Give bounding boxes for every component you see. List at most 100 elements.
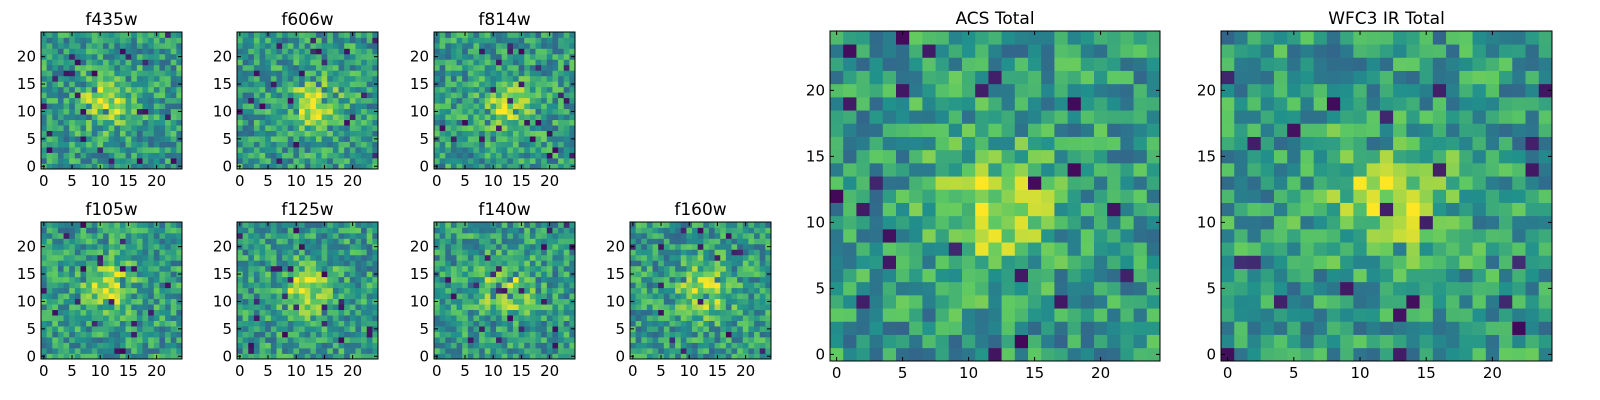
heatmap-cell [473, 158, 480, 164]
heatmap-cell [114, 130, 121, 137]
heatmap-cell [148, 232, 155, 239]
heatmap-cell [108, 276, 115, 283]
heatmap-cell [69, 331, 76, 338]
heatmap-cell [737, 309, 744, 316]
heatmap-cell [1094, 163, 1108, 177]
heatmap-cell [114, 348, 121, 354]
heatmap-cell [270, 254, 277, 261]
heatmap-cell [338, 147, 345, 153]
heatmap-cell [327, 70, 334, 77]
heatmap-cell [46, 254, 53, 261]
heatmap-cell [869, 163, 884, 177]
heatmap-cell [450, 271, 457, 278]
heatmap-cell [558, 108, 565, 115]
heatmap-cell [69, 287, 76, 294]
heatmap-cell [57, 315, 64, 321]
heatmap-cell [1054, 347, 1068, 362]
heatmap-cell [479, 119, 486, 126]
heatmap-cell [909, 347, 923, 362]
heatmap-cell [97, 315, 104, 321]
heatmap-cell [338, 42, 345, 49]
heatmap-cell [74, 326, 81, 332]
heatmap-cell [80, 141, 87, 148]
heatmap-cell [496, 304, 503, 311]
heatmap-cell [546, 70, 553, 77]
heatmap-cell [445, 53, 452, 60]
heatmap-cell [153, 130, 160, 137]
heatmap-cell [439, 158, 446, 164]
heatmap-cell [91, 342, 98, 349]
heatmap-cell [922, 321, 936, 335]
heatmap-cell [563, 97, 570, 104]
heatmap-cell [462, 342, 469, 349]
heatmap-cell [119, 342, 126, 349]
heatmap-cell [259, 32, 266, 38]
heatmap-cell [518, 125, 525, 131]
heatmap-cell [450, 147, 457, 153]
heatmap-cell [467, 75, 474, 82]
heatmap-cell [276, 86, 283, 93]
heatmap-cell [1107, 189, 1121, 203]
heatmap-cell [97, 293, 104, 300]
heatmap-cell [535, 48, 542, 55]
heatmap-cell [80, 114, 87, 121]
heatmap-cell [714, 298, 721, 305]
heatmap-cell [439, 125, 446, 131]
heatmap-cell [265, 243, 272, 250]
heatmap-cell [310, 320, 317, 327]
heatmap-cell [242, 125, 249, 131]
heatmap-cell [344, 125, 351, 131]
heatmap-cell [304, 92, 311, 99]
heatmap-cell [635, 337, 642, 343]
heatmap-cell [176, 342, 183, 349]
heatmap-cell [69, 227, 76, 234]
heatmap-cell [41, 125, 47, 131]
heatmap-cell [663, 353, 670, 360]
heatmap-cell [103, 64, 110, 71]
heatmap-cell [299, 152, 306, 159]
heatmap-cell [170, 293, 177, 300]
heatmap-cell [57, 293, 64, 300]
heatmap-cell [136, 125, 143, 131]
heatmap-cell [287, 92, 294, 99]
heatmap-cell [546, 293, 553, 300]
heatmap-cell [103, 86, 110, 93]
heatmap-cell [349, 141, 356, 148]
heatmap-cell [270, 238, 277, 245]
heatmap-cell [153, 276, 160, 283]
heatmap-cell [361, 232, 368, 239]
heatmap-cell [361, 265, 368, 272]
heatmap-cell [479, 75, 486, 82]
heatmap-cell [675, 348, 682, 354]
heatmap-cell [909, 295, 923, 309]
heatmap-cell [153, 152, 160, 159]
heatmap-cell [869, 347, 884, 362]
heatmap-cell [708, 227, 715, 234]
heatmap-cell [237, 103, 243, 110]
heatmap-cell [282, 64, 289, 71]
heatmap-cell [541, 125, 548, 131]
heatmap-cell [366, 309, 373, 316]
heatmap-cell [450, 309, 457, 316]
heatmap-cell [282, 304, 289, 311]
heatmap-cell [697, 238, 704, 245]
heatmap-cell [332, 243, 339, 250]
heatmap-cell [546, 114, 553, 121]
heatmap-cell [535, 32, 542, 38]
heatmap-cell [46, 265, 53, 272]
heatmap-cell [479, 276, 486, 283]
heatmap-cell [91, 282, 98, 289]
heatmap-cell [434, 130, 440, 137]
heatmap-cell [546, 298, 553, 305]
heatmap-cell [456, 337, 463, 343]
heatmap-cell [315, 331, 322, 338]
heatmap-cell [176, 141, 183, 148]
heatmap-cell [97, 75, 104, 82]
heatmap-cell [869, 242, 884, 256]
x-tick-label: 0 [432, 362, 442, 380]
heatmap-cell [529, 97, 536, 104]
heatmap-cell [153, 158, 160, 164]
heatmap-cell [91, 158, 98, 164]
y-tick-label: 0 [419, 347, 429, 365]
heatmap-cell [754, 309, 761, 316]
